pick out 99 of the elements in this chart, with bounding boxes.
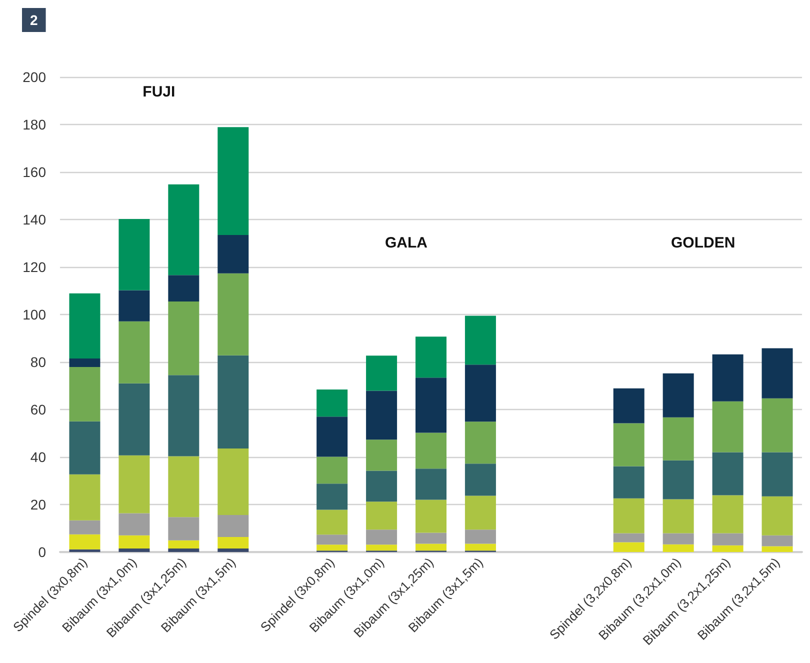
bar [218, 514, 249, 538]
bar [366, 470, 398, 502]
bar [168, 456, 200, 518]
bar [613, 423, 644, 466]
bar [464, 364, 496, 422]
bar [662, 499, 694, 534]
bar [712, 495, 744, 534]
bar [316, 544, 348, 551]
bar [416, 378, 446, 433]
bar [168, 540, 200, 548]
bar [316, 510, 348, 535]
y-tick-label: 120 [22, 259, 46, 275]
annotation: GOLDEN [670, 234, 736, 252]
bar [662, 533, 694, 544]
bar [416, 468, 446, 500]
bar [366, 440, 398, 471]
bar [118, 548, 150, 552]
bar [762, 398, 793, 452]
bar [712, 354, 744, 402]
bar [69, 534, 100, 550]
bar [316, 484, 348, 510]
bar [464, 464, 496, 496]
bar [464, 422, 496, 464]
y-tick-label: 180 [22, 116, 46, 132]
bar [168, 375, 200, 456]
bar [416, 336, 446, 378]
bar [218, 127, 249, 235]
bar [69, 293, 100, 358]
bar [316, 390, 348, 417]
chart-title: 2 [30, 12, 38, 28]
bar [712, 545, 744, 552]
bar [69, 358, 100, 367]
bar [416, 500, 446, 533]
bar [118, 383, 150, 456]
bar [366, 502, 398, 530]
bar [168, 275, 200, 302]
bar [218, 448, 249, 515]
y-tick-label: 60 [30, 402, 46, 418]
bar [464, 544, 496, 551]
bar [464, 530, 496, 544]
bar [218, 537, 249, 548]
bar [416, 432, 446, 469]
bar [118, 455, 150, 514]
bar [762, 546, 793, 552]
bar [168, 548, 200, 552]
bar [218, 234, 249, 274]
bar [613, 388, 644, 424]
bar [662, 460, 694, 500]
bar [712, 452, 744, 496]
bar [218, 548, 249, 552]
bar [613, 533, 644, 542]
y-tick-label: 0 [38, 544, 46, 560]
bar [69, 421, 100, 474]
bar [366, 356, 398, 391]
bar [218, 273, 249, 356]
bar [118, 290, 150, 322]
bar [69, 520, 100, 534]
bar [464, 316, 496, 365]
bar [69, 366, 100, 422]
bar [762, 496, 793, 536]
bar [366, 530, 398, 545]
bar [464, 496, 496, 530]
bar [118, 321, 150, 384]
bar [613, 466, 644, 498]
bar [69, 549, 100, 552]
bar [366, 390, 398, 440]
bar [69, 474, 100, 520]
bar [316, 534, 348, 545]
bar [712, 533, 744, 546]
bar [662, 373, 694, 418]
y-tick-label: 200 [22, 69, 46, 85]
bar [613, 542, 644, 552]
y-tick-label: 80 [30, 354, 46, 370]
bar [662, 417, 694, 460]
bar [762, 348, 793, 398]
y-tick-label: 160 [22, 164, 46, 180]
bar [762, 452, 793, 496]
bar [118, 219, 150, 290]
annotation: GALA [385, 234, 428, 252]
bar [118, 535, 150, 548]
bar [316, 456, 348, 484]
bar [712, 401, 744, 452]
bar [662, 544, 694, 552]
bar [168, 184, 200, 276]
bar [168, 517, 200, 540]
bar [168, 301, 200, 376]
y-tick-label: 40 [30, 449, 46, 465]
bar [118, 513, 150, 536]
bar [762, 535, 793, 546]
bar [218, 355, 249, 448]
bar [366, 544, 398, 551]
bar [613, 498, 644, 534]
y-tick-label: 140 [22, 212, 46, 228]
bar [416, 544, 446, 551]
bar [316, 416, 348, 457]
y-tick-label: 20 [30, 496, 46, 512]
bar [416, 532, 446, 544]
annotation: FUJI [142, 84, 176, 101]
y-tick-label: 100 [22, 306, 46, 322]
